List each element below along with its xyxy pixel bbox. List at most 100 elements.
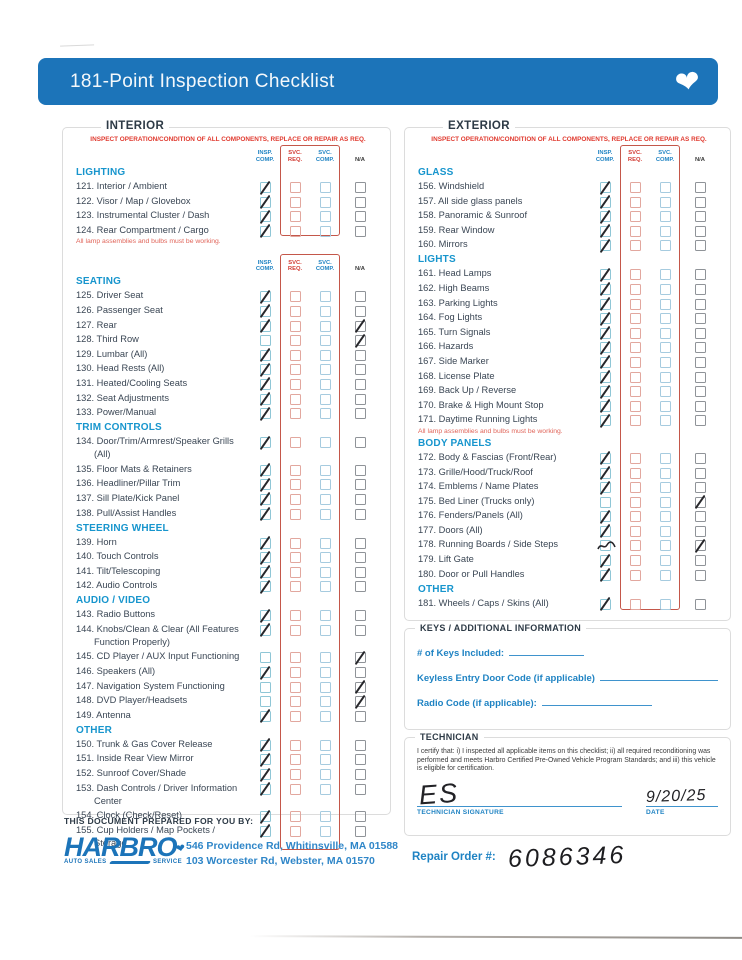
checklist-item-row: 123. Instrumental Cluster / Dash [76,209,380,224]
checkbox-comp [659,240,671,252]
checkbox-na [354,437,366,449]
checklist-item-row: 141. Tilt/Telescoping [76,565,380,580]
checkbox-na [694,225,706,237]
checkbox-na [354,349,366,361]
checklist-item-row: 127. Rear [76,318,380,334]
checkbox-insp [259,809,271,824]
column-header: SVC. REQ. [287,150,303,163]
group-heading: AUDIO / VIDEO [76,595,151,607]
checkbox-comp [319,225,331,237]
column-header: INSP. COMP. [255,259,275,272]
checkbox-na [694,269,706,281]
logo-sub-auto-sales: AUTO SALES [64,859,107,865]
checkbox-insp [599,209,611,224]
checklist-item-row: 121. Interior / Ambient [76,180,380,195]
check-mark [599,340,610,355]
checkbox-comp [659,467,671,479]
check-mark [599,282,610,297]
checkbox-comp [659,371,671,383]
item-label: 127. Rear [76,319,117,330]
group-heading: TRIM CONTROLS [76,422,162,434]
checkbox-insp [599,413,611,428]
checkbox-req [629,182,641,193]
checkbox-insp [599,311,611,326]
radio-code-label: Radio Code (if applicable): [417,698,537,709]
item-label: 171. Daytime Running Lights [418,414,538,425]
checklist-item-row: 164. Fog Lights [418,311,720,326]
checkbox-na [354,333,366,348]
checkbox-req [289,464,301,476]
date-line: 9/20/25 [646,776,718,807]
check-mark [694,538,705,553]
check-mark [259,318,270,334]
checkbox-comp [319,783,331,795]
checkbox-na [354,825,366,837]
checkbox-comp [319,696,331,708]
checkbox-insp [259,224,271,239]
checkbox-req [289,182,301,193]
checkbox-insp [259,435,271,450]
checkbox-comp [659,555,671,567]
checklist-item-row: 126. Passenger Seat [76,304,380,319]
checklist-item-row: 181. Wheels / Caps / Skins (All) [418,596,720,612]
check-mark [599,451,610,466]
checklist-item-row: 165. Turn Signals [418,326,720,341]
keys-count-blank-line [509,648,585,656]
item-label: 149. Antenna [76,709,131,720]
check-mark [259,289,270,304]
column-header: INSP. COMP. [595,150,615,163]
item-label: 121. Interior / Ambient [76,181,167,191]
radio-code-field: Radio Code (if applicable): [417,693,718,711]
item-label: 132. Seat Adjustments [76,392,170,403]
item-label: 165. Turn Signals [418,326,491,337]
group-heading: OTHER [418,583,454,595]
checkbox-comp [319,681,331,693]
item-label: 150. Trunk & Gas Cover Release [76,738,213,749]
checklist-item-row: 172. Body & Fascias (Front/Rear) [418,451,720,466]
checkbox-na [694,467,706,479]
column-header: SVC. REQ. [287,259,303,272]
repair-order-label: Repair Order #: [412,851,496,863]
check-mark [599,399,610,414]
checkbox-na [694,495,706,510]
item-label: 153. Dash Controls / Driver Information … [76,782,238,806]
checkbox-na [354,710,366,722]
checklist-item-row: 129. Lumbar (All) [76,348,380,363]
checkbox-comp [659,225,671,237]
check-mark [259,824,270,839]
item-label: 137. Sill Plate/Kick Panel [76,492,180,503]
checklist-item-row: 125. Driver Seat [76,289,380,304]
checklist-item-row: 179. Lift Gate [418,553,720,568]
checklist-item-row: 135. Floor Mats & Retainers [76,463,380,478]
checkbox-comp [319,464,331,476]
item-label: 176. Fenders/Panels (All) [418,510,523,521]
checkbox-na [694,240,706,252]
checkbox-na [694,482,706,494]
check-mark [599,553,610,568]
date-handwriting: 9/20/25 [645,786,707,806]
checkbox-insp [259,506,271,521]
interior-subtitle: INSPECT OPERATION/CONDITION OF ALL COMPO… [90,136,366,143]
checklist-item-row: 161. Head Lamps [418,267,720,282]
item-label: 122. Visor / Map / Glovebox [76,195,191,206]
checkbox-na [354,650,366,665]
checkbox-comp [319,537,331,549]
checkbox-insp [259,406,271,421]
group-heading: BODY PANELS [418,437,492,449]
item-label: 140. Touch Controls [76,551,159,562]
checkbox-na [354,566,366,578]
checklist-item-row: 128. Third Row [76,333,380,348]
keys-panel: KEYS / ADDITIONAL INFORMATION # of Keys … [404,623,731,730]
check-mark [599,209,610,224]
checkbox-comp [319,364,331,376]
checkbox-comp [319,408,331,420]
check-mark [694,495,705,510]
checkbox-na [354,182,366,193]
item-label: 154. Clock (Check/Reset) [76,810,182,821]
check-mark [259,477,270,492]
item-label: 141. Tilt/Telescoping [76,565,161,576]
checkbox-comp [659,525,671,537]
checkbox-req [289,652,301,664]
checkbox-comp [659,298,671,310]
checkbox-na [354,225,366,237]
